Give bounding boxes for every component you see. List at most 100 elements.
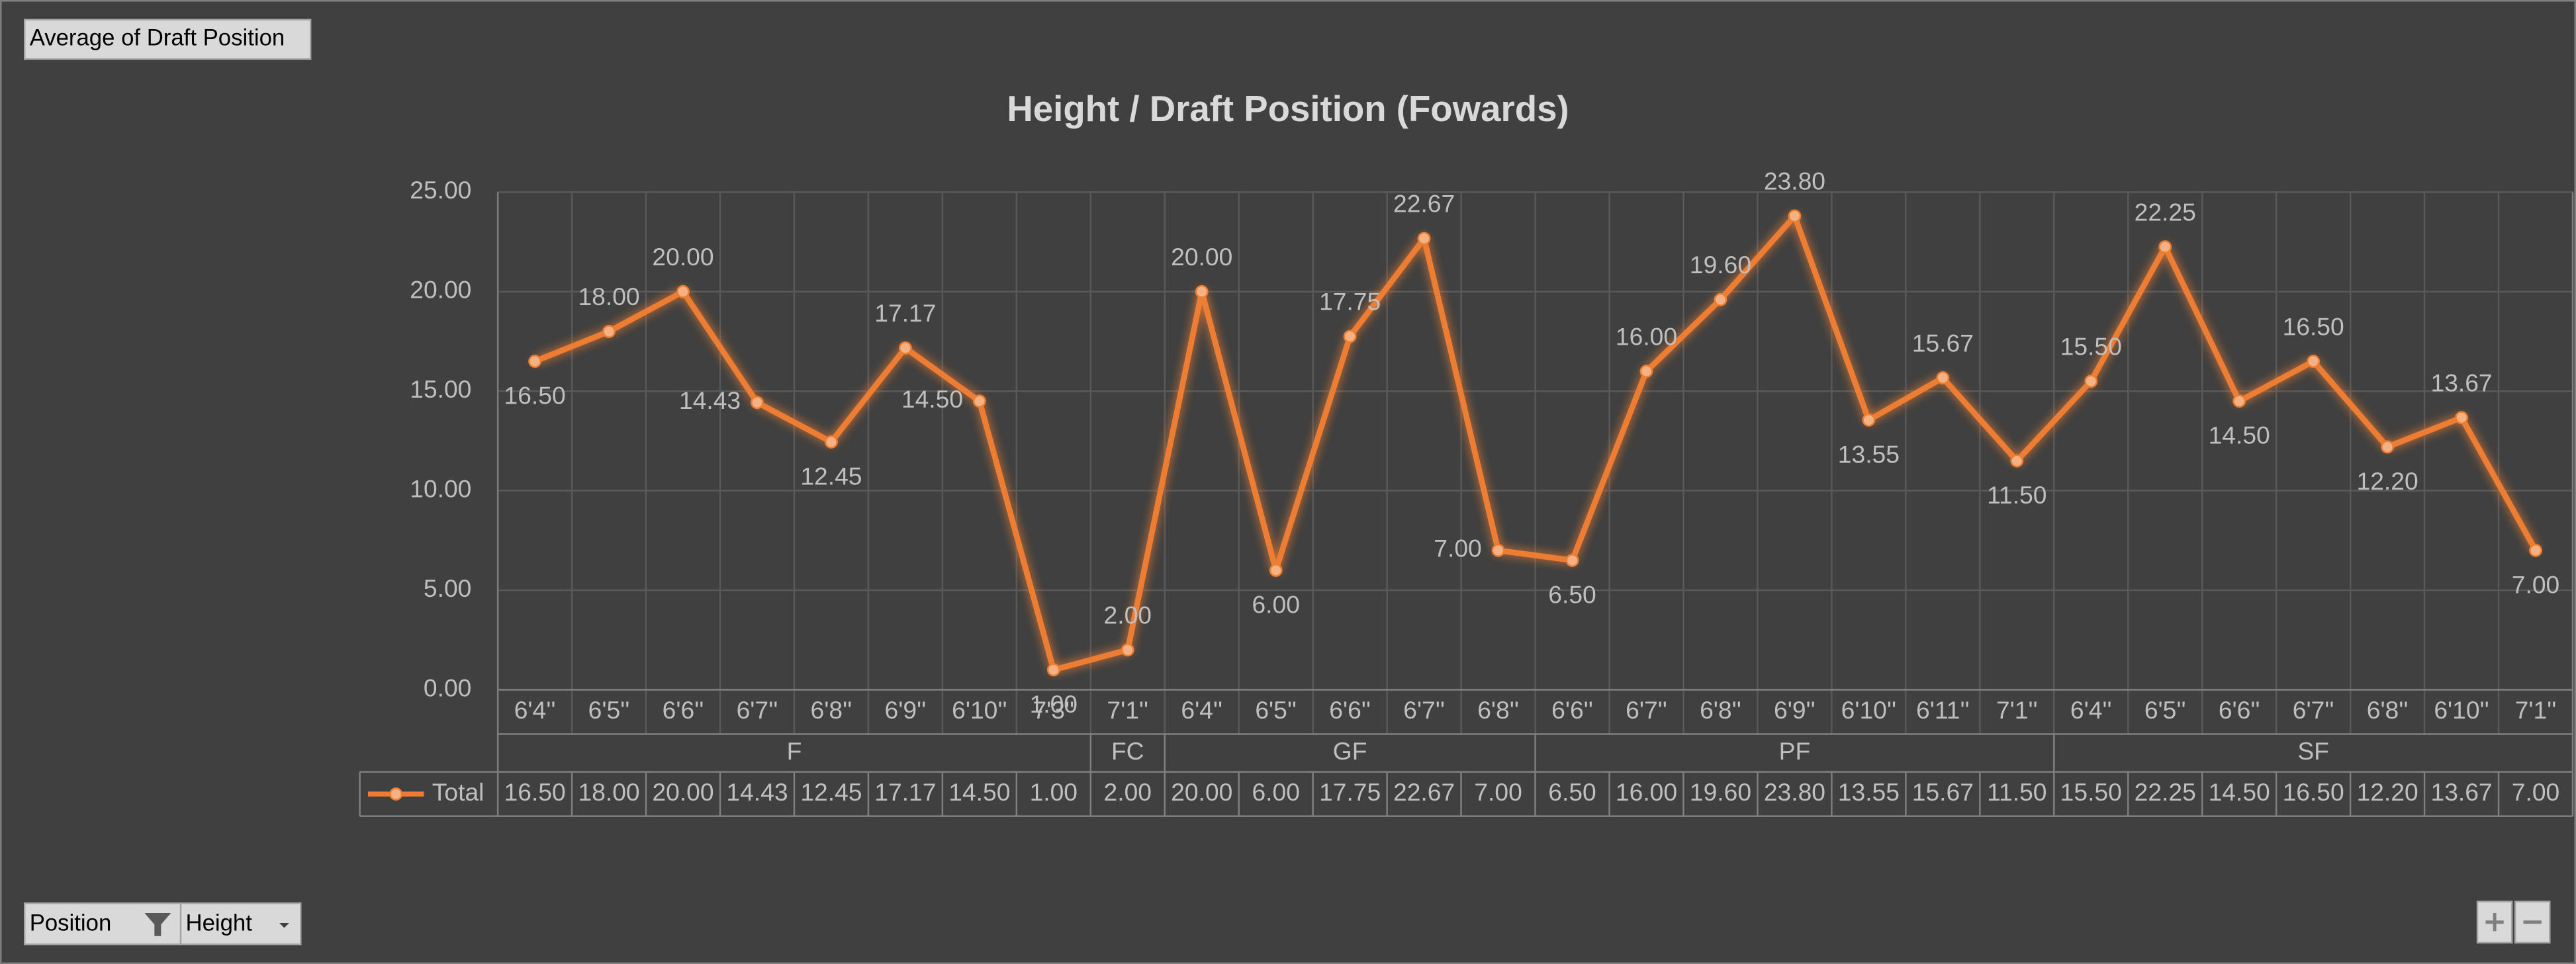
x-tick-label: 6'6'' xyxy=(1329,696,1371,724)
data-point xyxy=(2455,411,2468,425)
value-field-button[interactable]: Average of Draft Position xyxy=(24,19,312,60)
group-label: FC xyxy=(1111,737,1144,765)
data-label: 23.80 xyxy=(1764,167,1825,195)
position-field-button[interactable]: Position xyxy=(24,902,182,945)
data-point xyxy=(1639,365,1653,378)
x-tick-label: 6'7'' xyxy=(2293,696,2334,724)
line-series xyxy=(533,213,2538,673)
data-point xyxy=(2307,355,2321,369)
button-label: Position xyxy=(30,911,112,936)
data-label: 2.00 xyxy=(1104,601,1152,629)
table-cell: 13.55 xyxy=(1838,778,1900,806)
data-label: 12.45 xyxy=(800,462,862,490)
data-label: 7.00 xyxy=(1434,535,1481,562)
data-point xyxy=(1788,209,1802,223)
legend-marker xyxy=(389,787,403,801)
table-cell: 12.45 xyxy=(800,778,862,806)
y-tick-label: 10.00 xyxy=(410,474,471,502)
data-label: 1.00 xyxy=(1030,690,1078,718)
data-label: 14.50 xyxy=(2209,421,2270,449)
x-tick-label: 7'3'' xyxy=(1033,696,1074,724)
x-tick-label: 6'5'' xyxy=(2144,696,2186,724)
x-tick-label: 7'1'' xyxy=(2515,696,2557,724)
x-tick-label: 6'8'' xyxy=(811,696,852,724)
group-label: PF xyxy=(1779,737,1811,765)
button-label: Height xyxy=(186,911,253,936)
filter-icon xyxy=(144,913,171,936)
x-tick-label: 6'6'' xyxy=(2219,696,2260,724)
x-tick-label: 6'10'' xyxy=(2434,696,2489,724)
data-point xyxy=(1343,329,1357,343)
table-cell: 11.50 xyxy=(1987,778,2047,806)
data-point xyxy=(972,394,986,408)
data-point xyxy=(2381,440,2395,454)
data-label: 22.25 xyxy=(2135,198,2196,226)
table-cell: 12.20 xyxy=(2357,778,2418,806)
table-cell: 23.80 xyxy=(1764,778,1825,806)
data-label: 11.50 xyxy=(1987,481,2047,509)
group-label: SF xyxy=(2297,737,2329,765)
data-point xyxy=(1862,413,1876,427)
data-point xyxy=(2529,543,2542,557)
x-tick-label: 6'6'' xyxy=(663,696,704,724)
x-tick-label: 7'1'' xyxy=(1996,696,2038,724)
data-label: 22.67 xyxy=(1393,190,1455,218)
data-label: 16.00 xyxy=(1616,322,1677,350)
height-field-button[interactable]: Height xyxy=(179,902,302,945)
table-cell: 6.50 xyxy=(1548,778,1596,806)
x-tick-label: 6'7'' xyxy=(737,696,778,724)
x-tick-label: 6'5'' xyxy=(1255,696,1297,724)
data-point xyxy=(2158,240,2172,254)
table-cell: 15.67 xyxy=(1912,778,1974,806)
x-tick-label: 6'10'' xyxy=(952,696,1007,724)
table-cell: 18.00 xyxy=(578,778,639,806)
x-tick-label: 6'4'' xyxy=(514,696,556,724)
data-point xyxy=(602,325,616,338)
data-label: 6.00 xyxy=(1252,590,1299,618)
data-label: 15.50 xyxy=(2060,332,2122,360)
data-point xyxy=(1417,232,1431,245)
data-point xyxy=(1491,543,1505,557)
data-label: 19.60 xyxy=(1690,251,1751,279)
y-tick-label: 25.00 xyxy=(410,176,471,204)
y-tick-label: 15.00 xyxy=(410,375,471,403)
data-label: 15.67 xyxy=(1912,329,1974,357)
x-tick-label: 6'9'' xyxy=(1774,696,1816,724)
data-label: 18.00 xyxy=(578,283,639,310)
data-label: 14.50 xyxy=(901,385,963,413)
x-tick-label: 6'8'' xyxy=(2367,696,2409,724)
dropdown-icon xyxy=(279,922,289,928)
data-label: 12.20 xyxy=(2357,467,2418,495)
table-cell: 13.67 xyxy=(2430,778,2492,806)
x-tick-label: 6'8'' xyxy=(1700,696,1741,724)
table-cell: 1.00 xyxy=(1030,778,1078,806)
table-cell: 7.00 xyxy=(2512,778,2559,806)
legend-label: Total xyxy=(432,778,484,806)
data-point xyxy=(1046,663,1060,677)
data-point xyxy=(2232,394,2246,408)
data-label: 14.43 xyxy=(679,386,741,414)
y-tick-label: 20.00 xyxy=(410,276,471,304)
collapse-button[interactable] xyxy=(2514,900,2551,943)
data-point xyxy=(1714,292,1727,306)
table-cell: 20.00 xyxy=(652,778,713,806)
y-tick-label: 0.00 xyxy=(424,674,471,701)
table-cell: 2.00 xyxy=(1104,778,1152,806)
data-label: 16.50 xyxy=(504,382,566,410)
data-label: 6.50 xyxy=(1548,580,1596,608)
data-point xyxy=(676,285,690,298)
x-tick-label: 7'1'' xyxy=(1107,696,1148,724)
data-point xyxy=(1195,285,1209,298)
data-label: 13.55 xyxy=(1838,440,1900,468)
x-tick-label: 6'5'' xyxy=(588,696,630,724)
table-cell: 22.67 xyxy=(1393,778,1455,806)
table-cell: 14.43 xyxy=(726,778,788,806)
x-tick-label: 6'9'' xyxy=(885,696,927,724)
y-tick-label: 5.00 xyxy=(424,574,471,602)
data-label: 17.75 xyxy=(1319,288,1381,316)
data-point xyxy=(1269,564,1283,577)
data-point xyxy=(2084,374,2098,388)
expand-button[interactable] xyxy=(2476,900,2513,943)
